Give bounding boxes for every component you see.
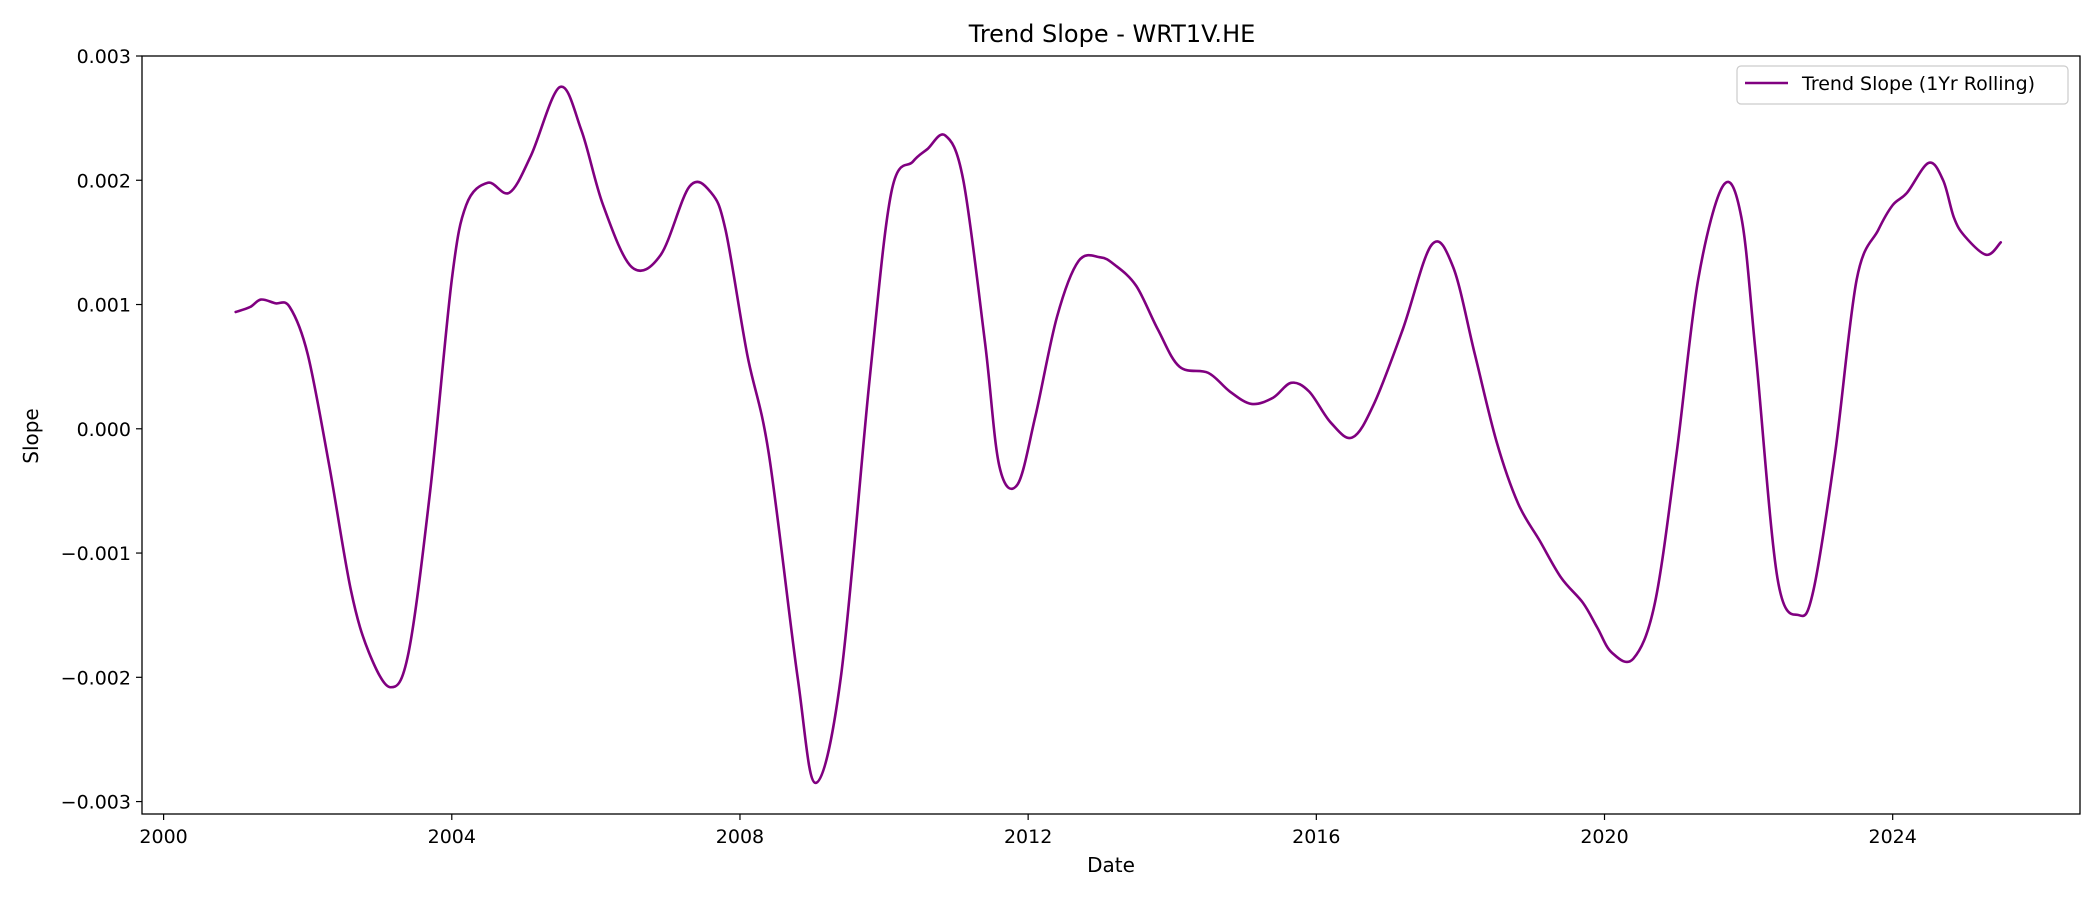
y-tick-label: 0.001 bbox=[77, 295, 131, 317]
x-tick-label: 2004 bbox=[428, 826, 476, 848]
chart-title: Trend Slope - WRT1V.HE bbox=[968, 20, 1256, 48]
series-layer bbox=[234, 85, 2003, 785]
x-tick-label: 2008 bbox=[716, 826, 764, 848]
x-axis-ticks: 2000 2004 2008 2012 2016 2020 2024 bbox=[139, 814, 1917, 848]
plot-area-frame bbox=[141, 55, 2081, 815]
y-tick-label: −0.002 bbox=[61, 667, 131, 689]
y-tick-label: 0.003 bbox=[77, 46, 131, 68]
x-axis-label: Date bbox=[1087, 853, 1135, 877]
series-line-0 bbox=[234, 85, 2003, 785]
y-tick-label: −0.003 bbox=[61, 792, 131, 814]
x-tick-label: 2012 bbox=[1004, 826, 1052, 848]
x-tick-label: 2024 bbox=[1869, 826, 1917, 848]
y-tick-label: 0.002 bbox=[77, 170, 131, 192]
x-tick-label: 2000 bbox=[139, 826, 187, 848]
y-axis-ticks: −0.003 −0.002 −0.001 0.000 0.001 0.002 0.003 bbox=[61, 46, 142, 814]
y-tick-label: 0.000 bbox=[77, 419, 131, 441]
legend-box bbox=[1736, 65, 2069, 105]
legend: Trend Slope (1Yr Rolling) bbox=[1736, 65, 2069, 105]
y-tick-label: −0.001 bbox=[61, 543, 131, 565]
x-tick-label: 2016 bbox=[1292, 826, 1340, 848]
x-tick-label: 2020 bbox=[1580, 826, 1628, 848]
y-axis-label: Slope bbox=[19, 408, 43, 464]
legend-label: Trend Slope (1Yr Rolling) bbox=[1801, 73, 2035, 95]
